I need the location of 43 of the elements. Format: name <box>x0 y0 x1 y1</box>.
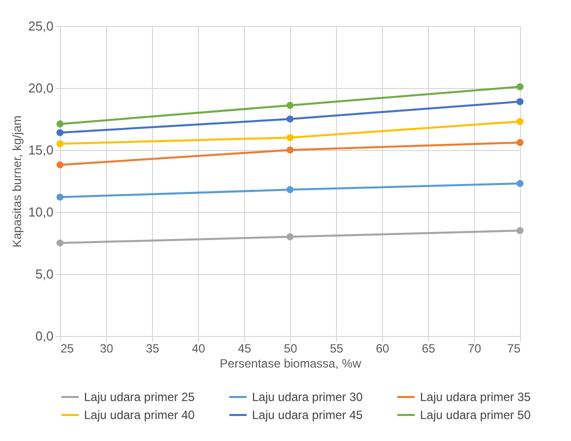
point <box>286 146 294 154</box>
x-tick-label: 60 <box>376 342 390 356</box>
y-tick-label: 5,0 <box>35 266 54 282</box>
legend-label: Laju udara primer 25 <box>84 390 196 404</box>
y-tick-label: 15,0 <box>28 142 54 158</box>
point <box>56 194 64 201</box>
point <box>286 233 294 240</box>
point <box>286 102 294 109</box>
x-tick-label: 40 <box>192 342 206 356</box>
legend-label: Laju udara primer 30 <box>252 390 364 404</box>
point <box>286 186 294 194</box>
legend-label: Laju udara primer 35 <box>420 390 532 404</box>
point <box>516 98 524 106</box>
x-tick-label: 35 <box>146 342 160 356</box>
point <box>286 115 294 123</box>
point <box>516 118 524 126</box>
point <box>56 239 64 247</box>
y-tick-label: 20,0 <box>28 80 54 96</box>
point <box>516 139 524 146</box>
x-tick-label: 30 <box>100 342 114 356</box>
x-tick-label: 55 <box>330 342 344 356</box>
point <box>516 180 524 188</box>
legend-label: Laju udara primer 50 <box>420 408 532 422</box>
x-axis-title: Persentase biomassa, %w <box>220 356 362 370</box>
x-tick-label: 75 <box>507 342 521 356</box>
point <box>56 129 64 136</box>
x-tick-label: 45 <box>238 342 252 356</box>
point <box>516 227 524 234</box>
x-tick-label: 65 <box>422 342 436 356</box>
y-tick-label: 0,0 <box>35 328 54 344</box>
legend-label: Laju udara primer 45 <box>252 408 364 422</box>
x-tick-label: 25 <box>60 342 74 356</box>
point <box>56 120 64 128</box>
point <box>56 140 64 148</box>
point <box>516 83 524 90</box>
x-tick-label: 70 <box>468 342 482 356</box>
legend-label: Laju udara primer 40 <box>84 408 196 422</box>
x-tick-label: 50 <box>284 342 298 356</box>
y-axis-title: Kapasitas burner, kg/jam <box>10 115 24 248</box>
point <box>56 161 64 168</box>
y-tick-label: 25,0 <box>28 18 54 34</box>
y-tick-label: 10,0 <box>28 204 54 220</box>
point <box>286 134 294 142</box>
